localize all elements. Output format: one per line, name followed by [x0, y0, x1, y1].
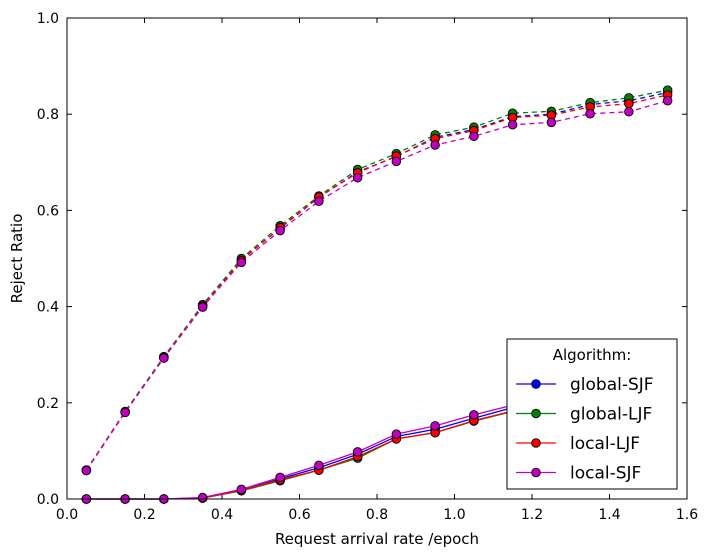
- data-point: [197, 492, 208, 503]
- y-tick-label: 0.2: [37, 396, 59, 412]
- data-point: [352, 172, 363, 183]
- data-point: [391, 429, 402, 439]
- legend-label: global-LJF: [570, 405, 652, 425]
- legend-entry: local-SJF: [516, 464, 641, 484]
- data-point: [275, 472, 285, 483]
- legend-marker: [531, 408, 541, 419]
- x-tick-label: 0.6: [288, 507, 310, 523]
- x-tick-label: 0.2: [133, 507, 155, 523]
- x-tick-label: 1.6: [676, 507, 698, 523]
- y-tick-label: 1.0: [37, 11, 59, 27]
- y-axis-label: Reject Ratio: [8, 214, 26, 304]
- legend-entry: global-SJF: [516, 375, 654, 395]
- legend: Algorithm: global-SJF global-LJF local-LJF…: [506, 338, 678, 490]
- series-local-SJF-dashed: [81, 95, 673, 476]
- series-line: [85, 91, 668, 471]
- data-point: [507, 120, 518, 130]
- x-tick-label: 0.4: [211, 507, 233, 523]
- data-point: [585, 108, 595, 119]
- x-tick-label: 1.2: [521, 507, 543, 523]
- legend-label: local-SJF: [570, 464, 641, 484]
- series-line: [85, 94, 668, 471]
- data-point: [624, 107, 634, 117]
- legend-marker: [531, 438, 541, 448]
- legend-title: Algorithm:: [553, 346, 632, 364]
- data-point: [236, 257, 247, 268]
- plot-frame: [66, 17, 688, 500]
- data-point: [275, 225, 285, 236]
- tick-labels: 0.0 0.2 0.4 0.6 0.8 1.0 1.2 1.4 1.6 0.0 0.2 0.4 0.6 0…: [37, 11, 698, 523]
- data-point: [120, 407, 130, 418]
- legend-entry: global-LJF: [516, 405, 652, 425]
- data-point: [469, 131, 479, 142]
- data-point: [352, 447, 363, 457]
- legend-label: local-LJF: [570, 434, 640, 454]
- y-tick-label: 0.8: [37, 107, 59, 123]
- data-point: [197, 302, 208, 312]
- data-point: [430, 140, 440, 150]
- data-point: [159, 353, 169, 363]
- x-axis-label: Request arrival rate /epoch: [275, 530, 479, 548]
- legend-entries: global-SJF global-LJF local-LJF local-SJF: [516, 375, 654, 484]
- series-line: [85, 89, 668, 471]
- data-point: [624, 98, 634, 109]
- x-tick-label: 0.0: [56, 507, 78, 523]
- x-tick-label: 0.8: [366, 507, 388, 523]
- data-point: [469, 410, 479, 420]
- series-line: [85, 100, 668, 471]
- data-point: [314, 196, 324, 207]
- y-tick-label: 0.0: [37, 492, 59, 508]
- y-tick-label: 0.6: [37, 203, 59, 219]
- legend-label: global-SJF: [570, 375, 654, 395]
- data-point: [430, 421, 440, 431]
- x-tick-label: 1.4: [598, 507, 620, 523]
- legend-marker: [531, 467, 541, 478]
- legend-marker: [531, 379, 541, 389]
- data-point: [391, 156, 402, 167]
- data-point: [236, 484, 247, 495]
- data-point: [314, 460, 324, 471]
- legend-entry: local-LJF: [516, 434, 640, 454]
- y-tick-label: 0.4: [37, 300, 59, 316]
- x-tick-label: 1.0: [443, 507, 465, 523]
- data-point: [81, 465, 92, 476]
- data-point: [662, 95, 673, 106]
- data-point: [546, 117, 557, 128]
